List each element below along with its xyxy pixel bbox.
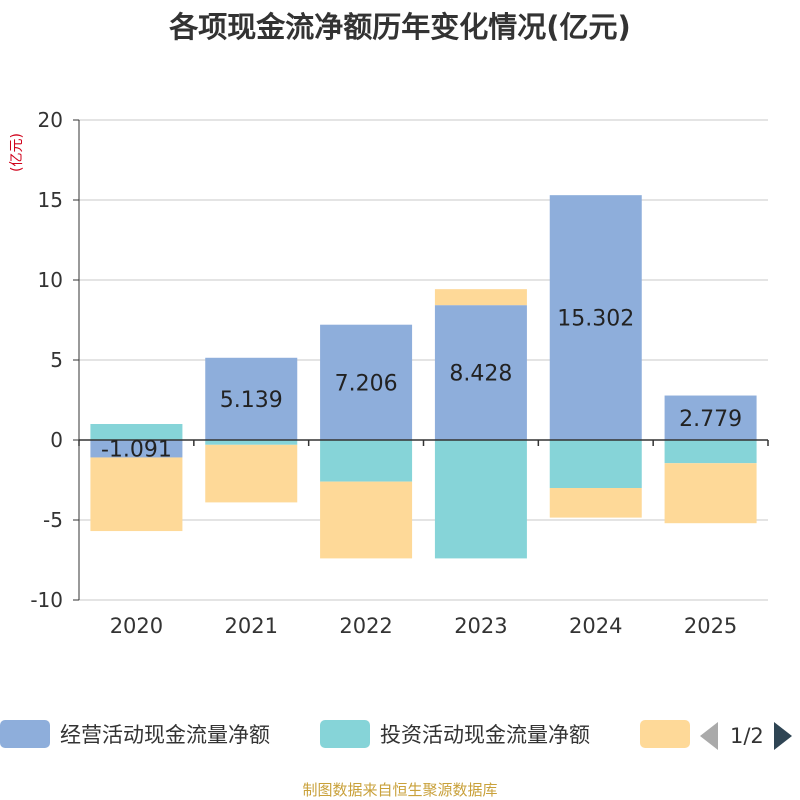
x-tick-label: 2023 [454,614,507,638]
data-label: 2.779 [679,407,742,432]
bar-investing-2024 [549,440,642,488]
bar-operating-2021 [205,357,298,440]
chart-title: 各项现金流净额历年变化情况(亿元) [169,10,631,44]
bar-investing-2023 [434,440,527,559]
legend-swatch-financing [640,720,690,748]
x-tick-label: 2024 [569,614,622,638]
y-tick-label: 5 [50,348,63,372]
bar-financing-2023 [434,289,527,306]
data-source-footer: 制图数据来自恒生聚源数据库 [302,781,498,799]
y-tick-label: 10 [38,268,63,292]
legend-item-financing[interactable] [640,716,690,752]
bar-investing-2021 [205,440,298,445]
data-label: 5.139 [220,388,283,413]
x-tick-label: 2021 [225,614,278,638]
bar-investing-2022 [320,440,413,482]
x-tick-label: 2020 [110,614,163,638]
bar-financing-2020 [90,457,183,532]
y-tick-label: 15 [38,188,63,212]
bar-operating-2025 [664,395,757,440]
bar-financing-2021 [205,444,298,503]
legend-next-page-icon[interactable] [773,722,792,750]
y-tick-label: -10 [30,588,63,612]
legend-pager: 1/2 [700,718,792,754]
legend-swatch-investing [320,720,370,748]
legend-swatch-operating [0,720,50,748]
y-tick-label: 0 [50,428,63,452]
legend-page-indicator: 1/2 [730,724,764,748]
x-tick-label: 2022 [339,614,392,638]
bar-operating-2024 [549,195,642,440]
bar-investing-2025 [664,440,757,464]
legend-item-operating[interactable]: 经营活动现金流量净额 [0,716,270,752]
bar-operating-2022 [320,324,413,440]
legend: 经营活动现金流量净额 投资活动现金流量净额 1/2 [0,716,800,756]
bar-investing-2020 [90,424,183,440]
legend-label-operating: 经营活动现金流量净额 [60,723,270,747]
bar-financing-2022 [320,481,413,559]
data-label: 7.206 [335,371,398,396]
bar-financing-2024 [549,488,642,518]
bar-operating-2020 [90,440,183,458]
data-label: 8.428 [449,362,512,387]
data-label: -1.091 [101,438,172,463]
bar-financing-2025 [664,463,757,524]
bar-operating-2023 [434,305,527,440]
x-tick-label: 2025 [684,614,737,638]
y-tick-label: 20 [38,108,63,132]
legend-item-investing[interactable]: 投资活动现金流量净额 [320,716,590,752]
data-label: 15.302 [557,307,634,332]
legend-prev-page-icon[interactable] [700,722,718,750]
y-tick-label: -5 [43,508,63,532]
legend-label-investing: 投资活动现金流量净额 [380,723,590,747]
